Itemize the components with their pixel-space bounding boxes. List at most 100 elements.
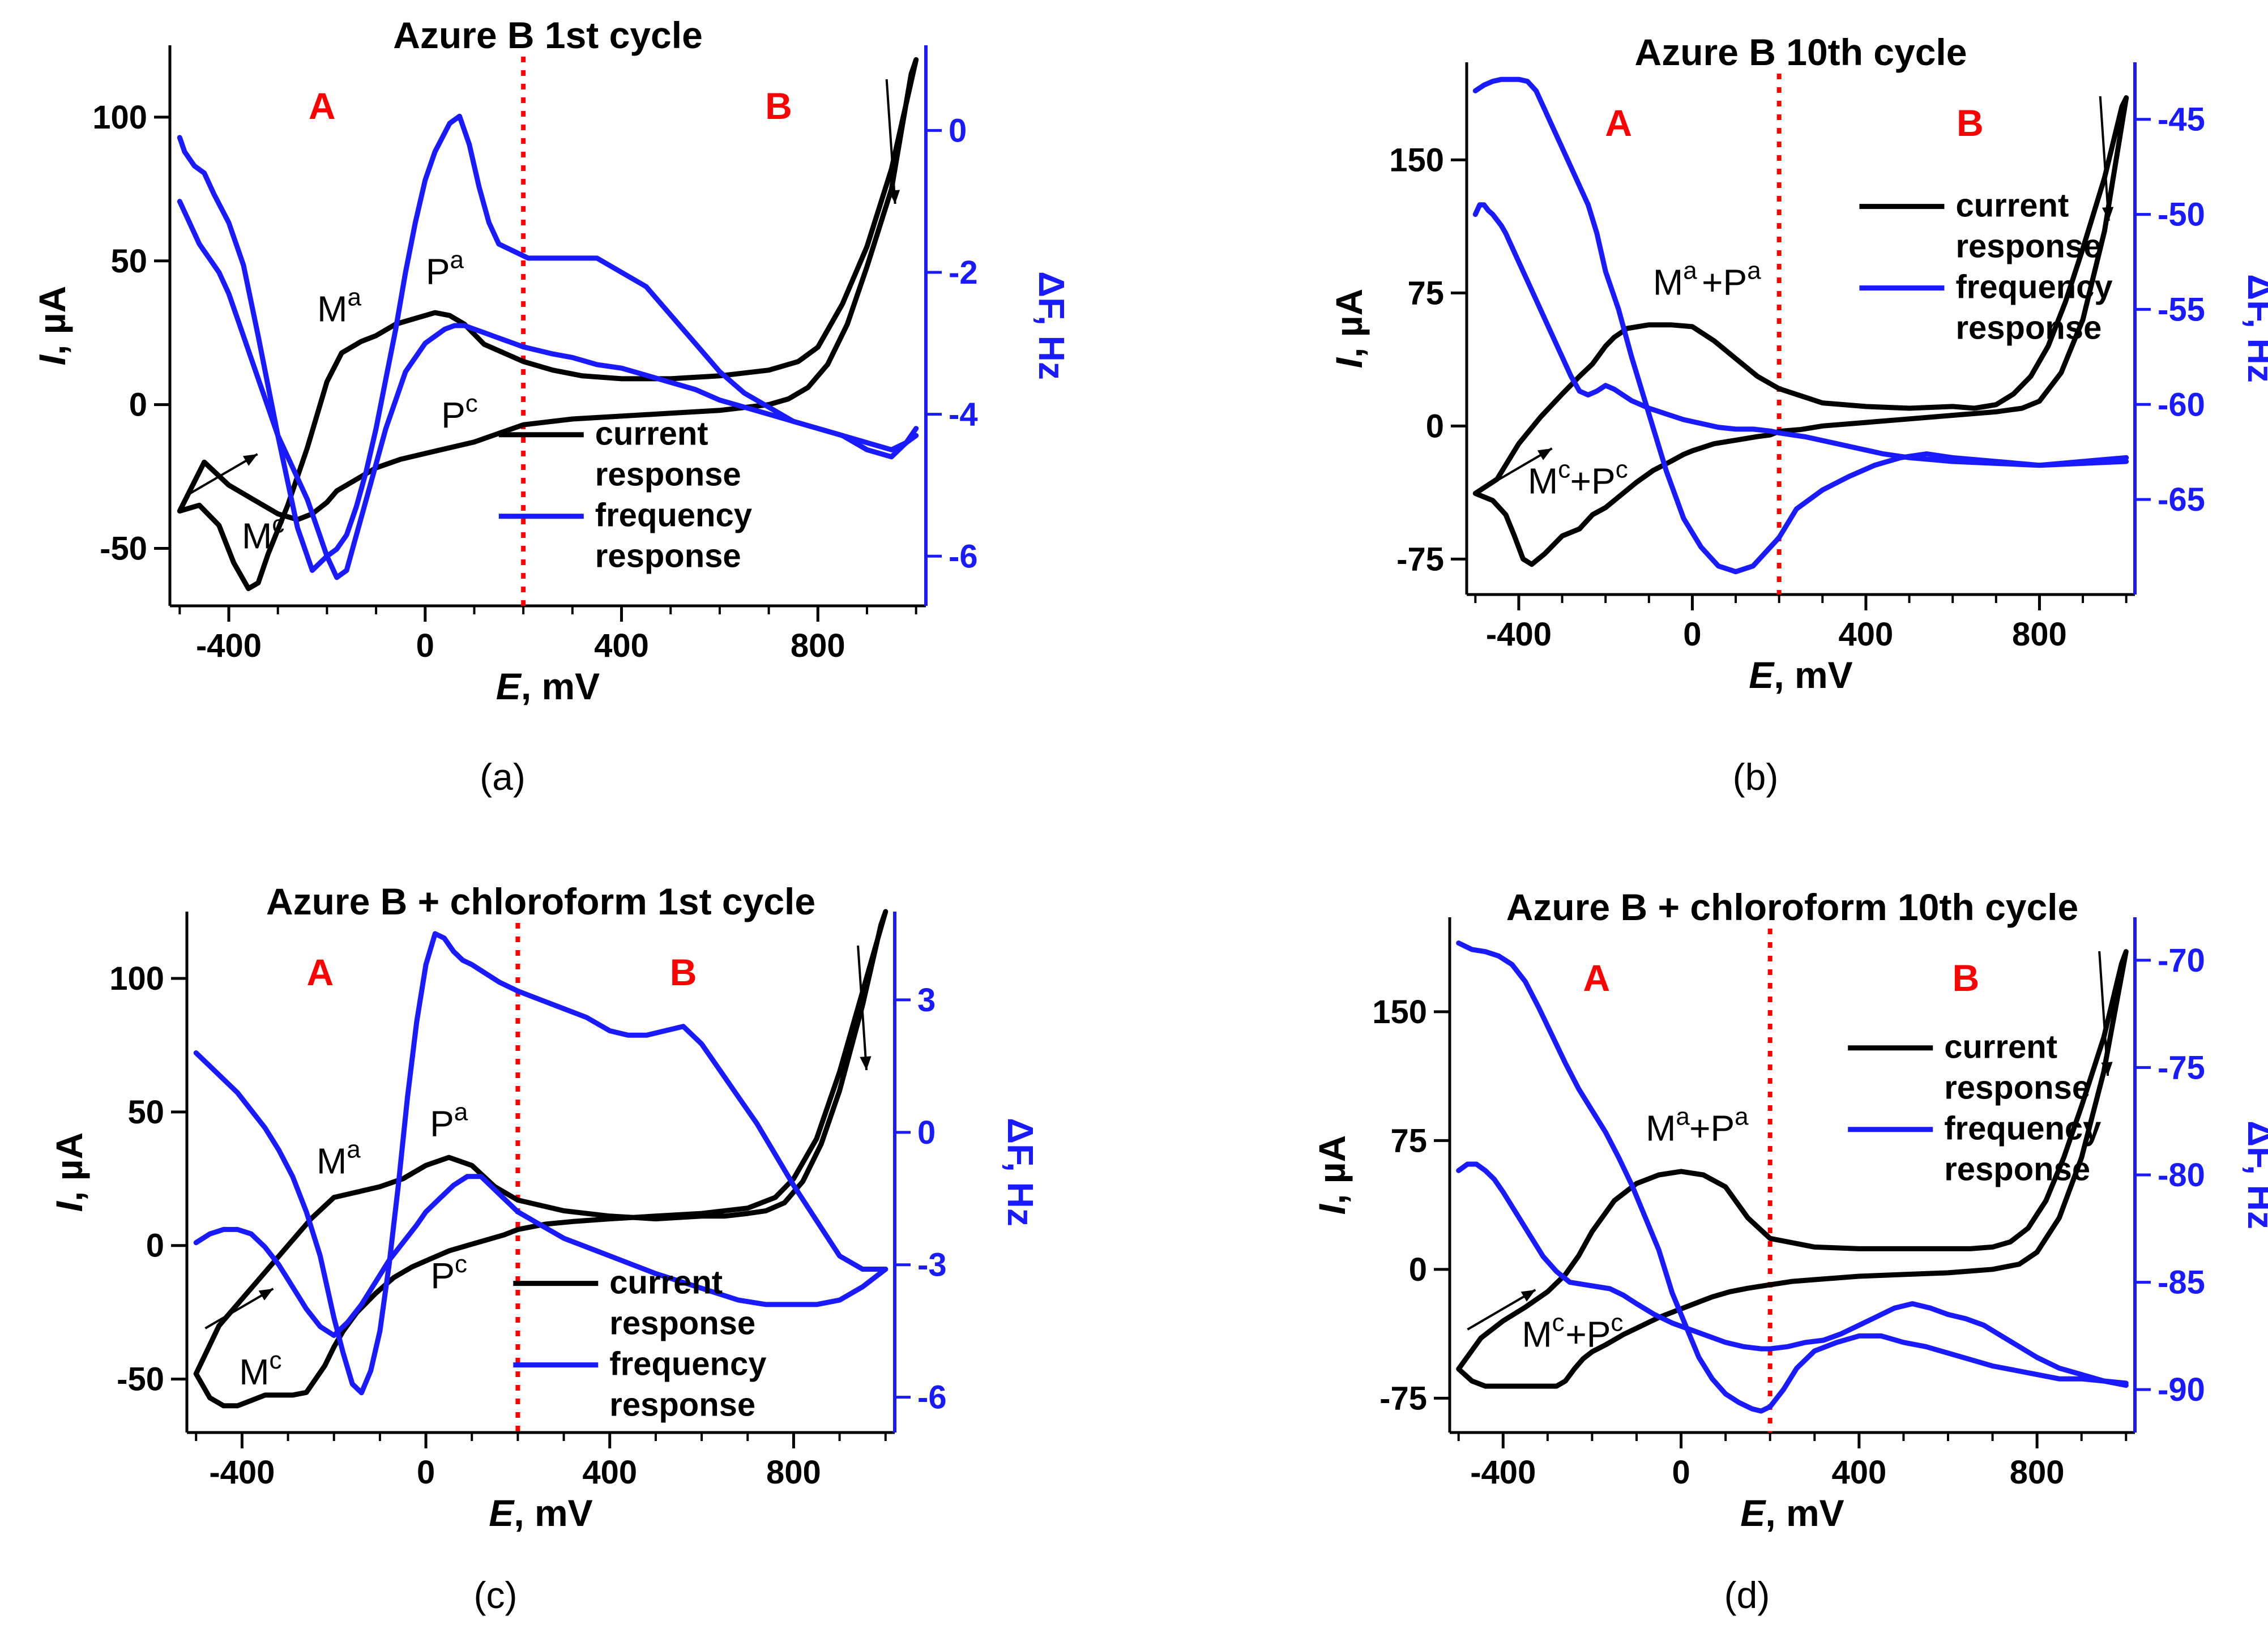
y-axis-label-left: I, µA: [48, 1132, 90, 1212]
panel-d: -400 0 400 800 -75 0 75 150 -90 -85 -80 -75 -70 E, mV…: [1311, 886, 2268, 1616]
x-tick-label: 400: [594, 627, 649, 664]
peak-label-sup: a: [347, 283, 361, 311]
y-tick-label: 0: [1409, 1251, 1427, 1288]
x-tick-label: -400: [209, 1454, 275, 1491]
peak-label-base: M: [1522, 1314, 1552, 1354]
peak-label-base: +P: [1570, 460, 1616, 501]
peak-label: Ma: [1646, 1102, 1690, 1148]
legend-label: frequency: [1944, 1110, 2101, 1147]
peak-label: +Pc: [1570, 455, 1628, 501]
peak-label-base: P: [430, 1103, 454, 1144]
peak-label-sup: c: [465, 390, 478, 417]
peak-label: Ma: [1653, 256, 1697, 302]
x-axis-label: E, mV: [496, 665, 600, 707]
current-response-line: [193, 909, 889, 1409]
peak-label-base: P: [441, 395, 465, 435]
y2-tick-label: -6: [949, 538, 978, 575]
legend-label: response: [595, 456, 741, 493]
legend-label: response: [609, 1305, 755, 1342]
current-response-line: [177, 57, 919, 591]
chart-title: Azure B + chloroform 10th cycle: [1506, 886, 2078, 928]
region-label: A: [1583, 957, 1610, 999]
peak-label-sup: c: [1616, 455, 1628, 483]
region-label: B: [670, 951, 697, 993]
panel-caption: (b): [1733, 756, 1779, 798]
legend-label: current: [609, 1264, 723, 1301]
peak-label-base: M: [1528, 460, 1558, 501]
x-tick-label: 800: [2012, 616, 2067, 653]
current-response-line: [1456, 949, 2129, 1389]
y2-tick-label: 3: [917, 982, 936, 1019]
peak-label: Mc: [1522, 1309, 1564, 1354]
direction-arrow: [2098, 951, 2109, 1076]
peak-label: Pa: [430, 1098, 468, 1144]
frequency-response-line: [1472, 202, 2129, 468]
peak-label-sup: a: [1747, 256, 1761, 284]
peak-label-sup: c: [1558, 455, 1570, 483]
x-tick-label: 0: [417, 1454, 435, 1491]
y-axis-label-unit: , µA: [48, 1132, 90, 1202]
x-axis-label-unit: , mV: [1765, 1492, 1844, 1534]
x-tick-label: 800: [791, 627, 845, 664]
y-tick-label: -50: [117, 1361, 164, 1398]
peak-label-base: M: [317, 1140, 347, 1181]
y2-tick-label: -90: [2158, 1371, 2205, 1408]
x-axis-label-unit: , mV: [1774, 654, 1852, 696]
direction-arrow-head: [1537, 448, 1552, 460]
y-axis-label-right: ΔF, Hz: [2240, 1121, 2268, 1229]
frequency-response-line: [177, 199, 919, 580]
x-tick-label: 0: [416, 627, 434, 664]
x-axis-label-var: E: [489, 1492, 515, 1534]
y2-tick-label: 0: [917, 1114, 936, 1151]
peak-label: Pc: [430, 1250, 467, 1296]
peak-label-sup: a: [1735, 1102, 1749, 1130]
peak-label: Pc: [441, 390, 478, 435]
y-axis-label-left: I, µA: [31, 286, 73, 366]
peak-label-base: +P: [1689, 1108, 1735, 1148]
peak-label-sup: a: [1676, 1102, 1690, 1130]
peak-label: Pa: [426, 246, 464, 292]
y2-tick-label: -3: [917, 1247, 947, 1284]
x-tick-label: -400: [1470, 1454, 1536, 1491]
peak-label-sup: a: [450, 246, 464, 273]
y2-tick-label: -75: [2158, 1049, 2205, 1086]
direction-arrow-head: [888, 190, 900, 204]
peak-label-sup: a: [1683, 256, 1697, 284]
x-tick-label: 400: [582, 1454, 637, 1491]
direction-arrow: [2099, 96, 2110, 221]
frequency-response-line: [193, 931, 889, 1396]
y2-tick-label: -70: [2158, 942, 2205, 979]
peak-label: +Pa: [1689, 1102, 1749, 1148]
legend-label: response: [1944, 1151, 2090, 1188]
panel-c: -400 0 400 800 -50 0 50 100 -6 -3 0 3 E, mV I, µA ΔF, …: [48, 880, 1041, 1616]
y-axis-label-var: I: [48, 1200, 90, 1212]
peak-label-sup: c: [270, 1346, 282, 1374]
panel-caption: (c): [474, 1574, 518, 1616]
x-axis-label-var: E: [1740, 1492, 1766, 1534]
peak-label: Mc: [242, 510, 284, 556]
y-tick-label: 100: [92, 99, 147, 136]
x-tick-label: -400: [1486, 616, 1552, 653]
x-tick-label: 800: [2010, 1454, 2065, 1491]
x-axis-label-unit: , mV: [514, 1492, 592, 1534]
frequency-response-line: [177, 113, 919, 573]
y-axis-label-var: I: [31, 354, 73, 365]
frequency-response-line: [193, 1174, 889, 1338]
y-tick-label: -75: [1379, 1380, 1427, 1417]
legend-label: frequency: [609, 1346, 766, 1383]
frequency-response-line: [1472, 76, 2129, 575]
x-axis-label-var: E: [496, 665, 522, 707]
y2-tick-label: -45: [2158, 101, 2205, 138]
peak-label-base: P: [426, 251, 450, 292]
legend-label: response: [1955, 228, 2102, 265]
y-tick-label: 0: [1426, 408, 1444, 444]
y-tick-label: 0: [146, 1228, 164, 1264]
direction-arrow-head: [1520, 1290, 1536, 1302]
peak-label-base: M: [317, 288, 347, 329]
legend-label: current: [1944, 1029, 2057, 1066]
y-axis-label-left: I, µA: [1311, 1135, 1353, 1215]
peak-label-sup: c: [1611, 1309, 1623, 1336]
peak-label-base: +P: [1565, 1314, 1611, 1354]
direction-arrow-head: [2101, 1062, 2113, 1076]
chart-title: Azure B 1st cycle: [393, 14, 703, 56]
